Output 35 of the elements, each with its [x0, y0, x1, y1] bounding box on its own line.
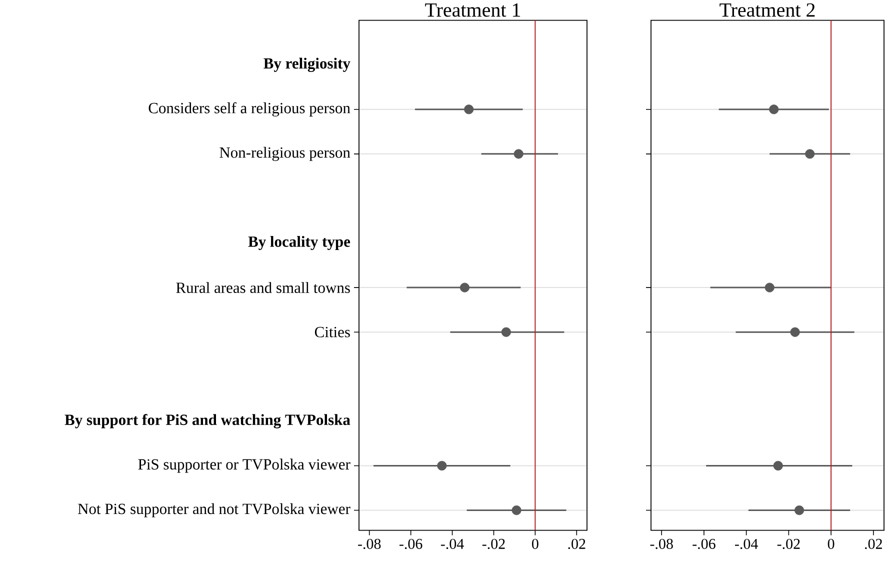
y-tick-label: Not PiS supporter and not TVPolska viewer	[78, 503, 350, 518]
point	[512, 505, 522, 515]
point	[794, 505, 804, 515]
y-tick-label: Cities	[314, 326, 350, 338]
x-tick-label: -.08	[358, 538, 381, 549]
y-tick-label: Rural areas and small towns	[176, 282, 350, 293]
y-tick-label: By religiosity	[264, 58, 350, 72]
y-tick-label: Non-religious person	[220, 146, 350, 161]
chart-title: Treatment 2	[720, 3, 815, 17]
x-tick-label: 0	[532, 538, 538, 549]
chart-title: Treatment 1	[425, 3, 520, 17]
point	[773, 460, 783, 470]
y-tick-label: PiS supporter or TVPolska viewer	[138, 458, 350, 473]
point	[464, 104, 474, 114]
x-tick-label: .02	[865, 538, 882, 549]
point	[764, 282, 774, 292]
x-tick-label: -.02	[482, 538, 505, 549]
x-tick-label: -.02	[777, 538, 800, 549]
point	[805, 148, 815, 159]
point	[437, 460, 447, 470]
x-tick-label: .02	[568, 538, 586, 549]
y-tick-label: By locality type	[248, 236, 350, 250]
x-tick-label: -.06	[692, 538, 716, 549]
x-tick-label: -.04	[735, 538, 758, 549]
point	[460, 282, 470, 292]
point	[790, 327, 800, 337]
x-tick-label: 0	[828, 538, 834, 549]
point	[501, 327, 511, 337]
point	[514, 148, 524, 159]
point	[769, 104, 779, 114]
y-tick-label: By support for PiS and watching TVPolska	[64, 414, 350, 428]
y-tick-label: Considers self a religious person	[148, 102, 350, 116]
x-tick-label: -.06	[399, 538, 422, 549]
x-tick-label: -.04	[440, 538, 464, 549]
x-tick-label: -.08	[650, 538, 673, 549]
